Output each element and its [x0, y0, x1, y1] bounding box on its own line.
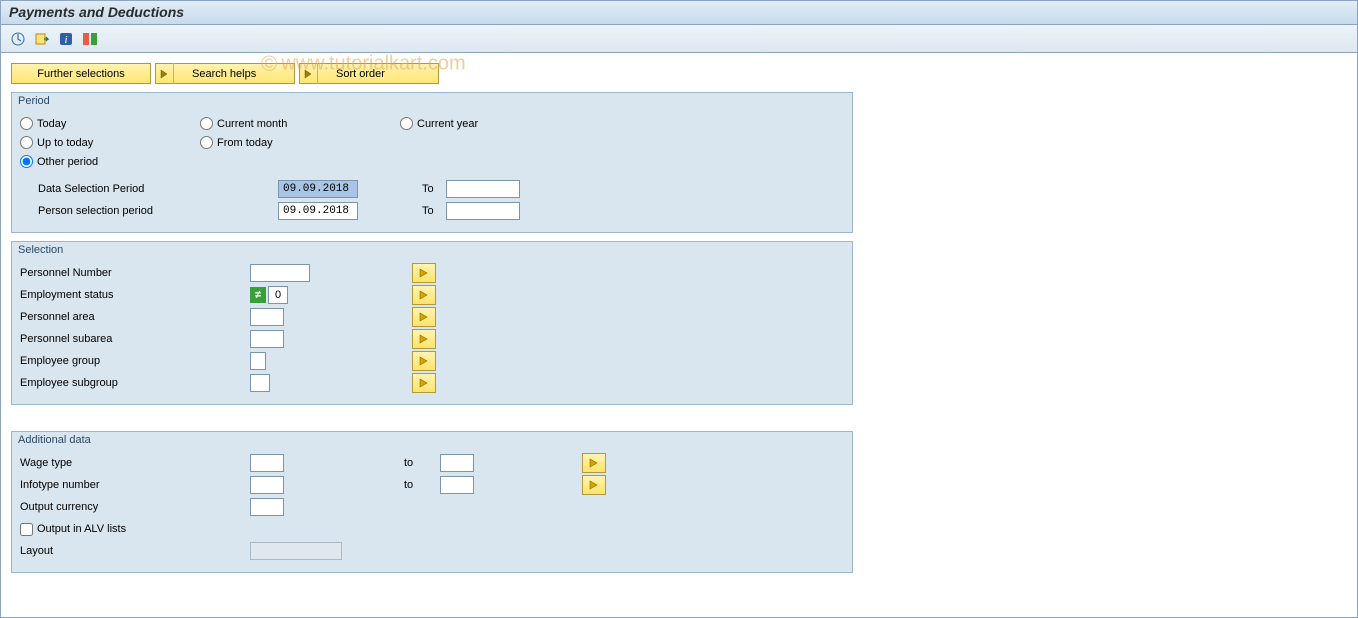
radio-current-year[interactable]: Current year: [400, 117, 600, 130]
sort-order-label: Sort order: [318, 68, 403, 80]
to-label: to: [404, 457, 434, 469]
layout-input: [250, 542, 342, 560]
get-variant-icon[interactable]: [33, 30, 51, 48]
multiple-selection-button[interactable]: [412, 373, 436, 393]
info-icon[interactable]: i: [57, 30, 75, 48]
field-label: Employee group: [20, 355, 250, 367]
field-label: Infotype number: [20, 479, 250, 491]
selection-group: Selection Personnel Number Employment sta…: [11, 241, 853, 405]
additional-data-group-title: Additional data: [12, 432, 852, 446]
page-title: Payments and Deductions: [1, 1, 1357, 25]
person-selection-to-input[interactable]: [446, 202, 520, 220]
data-selection-to-input[interactable]: [446, 180, 520, 198]
selection-input[interactable]: [250, 264, 310, 282]
field-label: Employee subgroup: [20, 377, 250, 389]
arrow-right-icon: [156, 63, 174, 84]
additional-to-input[interactable]: [440, 476, 474, 494]
field-label: Personnel area: [20, 311, 250, 323]
radio-from-today[interactable]: From today: [200, 136, 400, 149]
additional-input[interactable]: [250, 454, 284, 472]
arrow-right-icon: [300, 63, 318, 84]
radio-other-period[interactable]: Other period: [20, 155, 200, 168]
multiple-selection-button[interactable]: [412, 263, 436, 283]
radio-up-to-today[interactable]: Up to today: [20, 136, 200, 149]
to-label: To: [422, 183, 446, 195]
multiple-selection-button[interactable]: [582, 475, 606, 495]
field-label: Wage type: [20, 457, 250, 469]
further-selections-label: Further selections: [19, 68, 142, 80]
field-label: Output currency: [20, 501, 250, 513]
person-selection-period-label: Person selection period: [38, 205, 248, 217]
field-label: Personnel Number: [20, 267, 250, 279]
multiple-selection-button[interactable]: [412, 351, 436, 371]
selection-input[interactable]: [250, 330, 284, 348]
not-equal-icon[interactable]: ≠: [250, 287, 266, 303]
selection-input[interactable]: [250, 308, 284, 326]
search-helps-button[interactable]: Search helps: [155, 63, 295, 84]
alv-output-label: Output in ALV lists: [37, 523, 126, 535]
additional-input[interactable]: [250, 476, 284, 494]
multiple-selection-button[interactable]: [412, 329, 436, 349]
application-toolbar: i: [1, 25, 1357, 53]
alv-output-checkbox[interactable]: [20, 523, 33, 536]
data-selection-period-label: Data Selection Period: [38, 183, 248, 195]
to-label: to: [404, 479, 434, 491]
selection-group-title: Selection: [12, 242, 852, 256]
to-label: To: [422, 205, 446, 217]
selection-input[interactable]: [250, 374, 270, 392]
field-label: Employment status: [20, 289, 250, 301]
selection-options-icon[interactable]: [81, 30, 99, 48]
execute-icon[interactable]: [9, 30, 27, 48]
multiple-selection-button[interactable]: [412, 307, 436, 327]
radio-current-month[interactable]: Current month: [200, 117, 400, 130]
field-label: Personnel subarea: [20, 333, 250, 345]
data-selection-from-input[interactable]: [278, 180, 358, 198]
additional-to-input[interactable]: [440, 454, 474, 472]
search-helps-label: Search helps: [174, 68, 274, 80]
period-group-title: Period: [12, 93, 852, 107]
person-selection-from-input[interactable]: [278, 202, 358, 220]
multiple-selection-button[interactable]: [412, 285, 436, 305]
layout-label: Layout: [20, 545, 250, 557]
additional-data-group: Additional data Wage type to Infotype numb…: [11, 431, 853, 573]
further-selections-button[interactable]: Further selections: [11, 63, 151, 84]
radio-today[interactable]: Today: [20, 117, 200, 130]
sort-order-button[interactable]: Sort order: [299, 63, 439, 84]
selection-input[interactable]: [268, 286, 288, 304]
additional-input[interactable]: [250, 498, 284, 516]
multiple-selection-button[interactable]: [582, 453, 606, 473]
period-group: Period Today Current month Current year …: [11, 92, 853, 233]
svg-text:i: i: [64, 34, 67, 46]
selection-input[interactable]: [250, 352, 266, 370]
